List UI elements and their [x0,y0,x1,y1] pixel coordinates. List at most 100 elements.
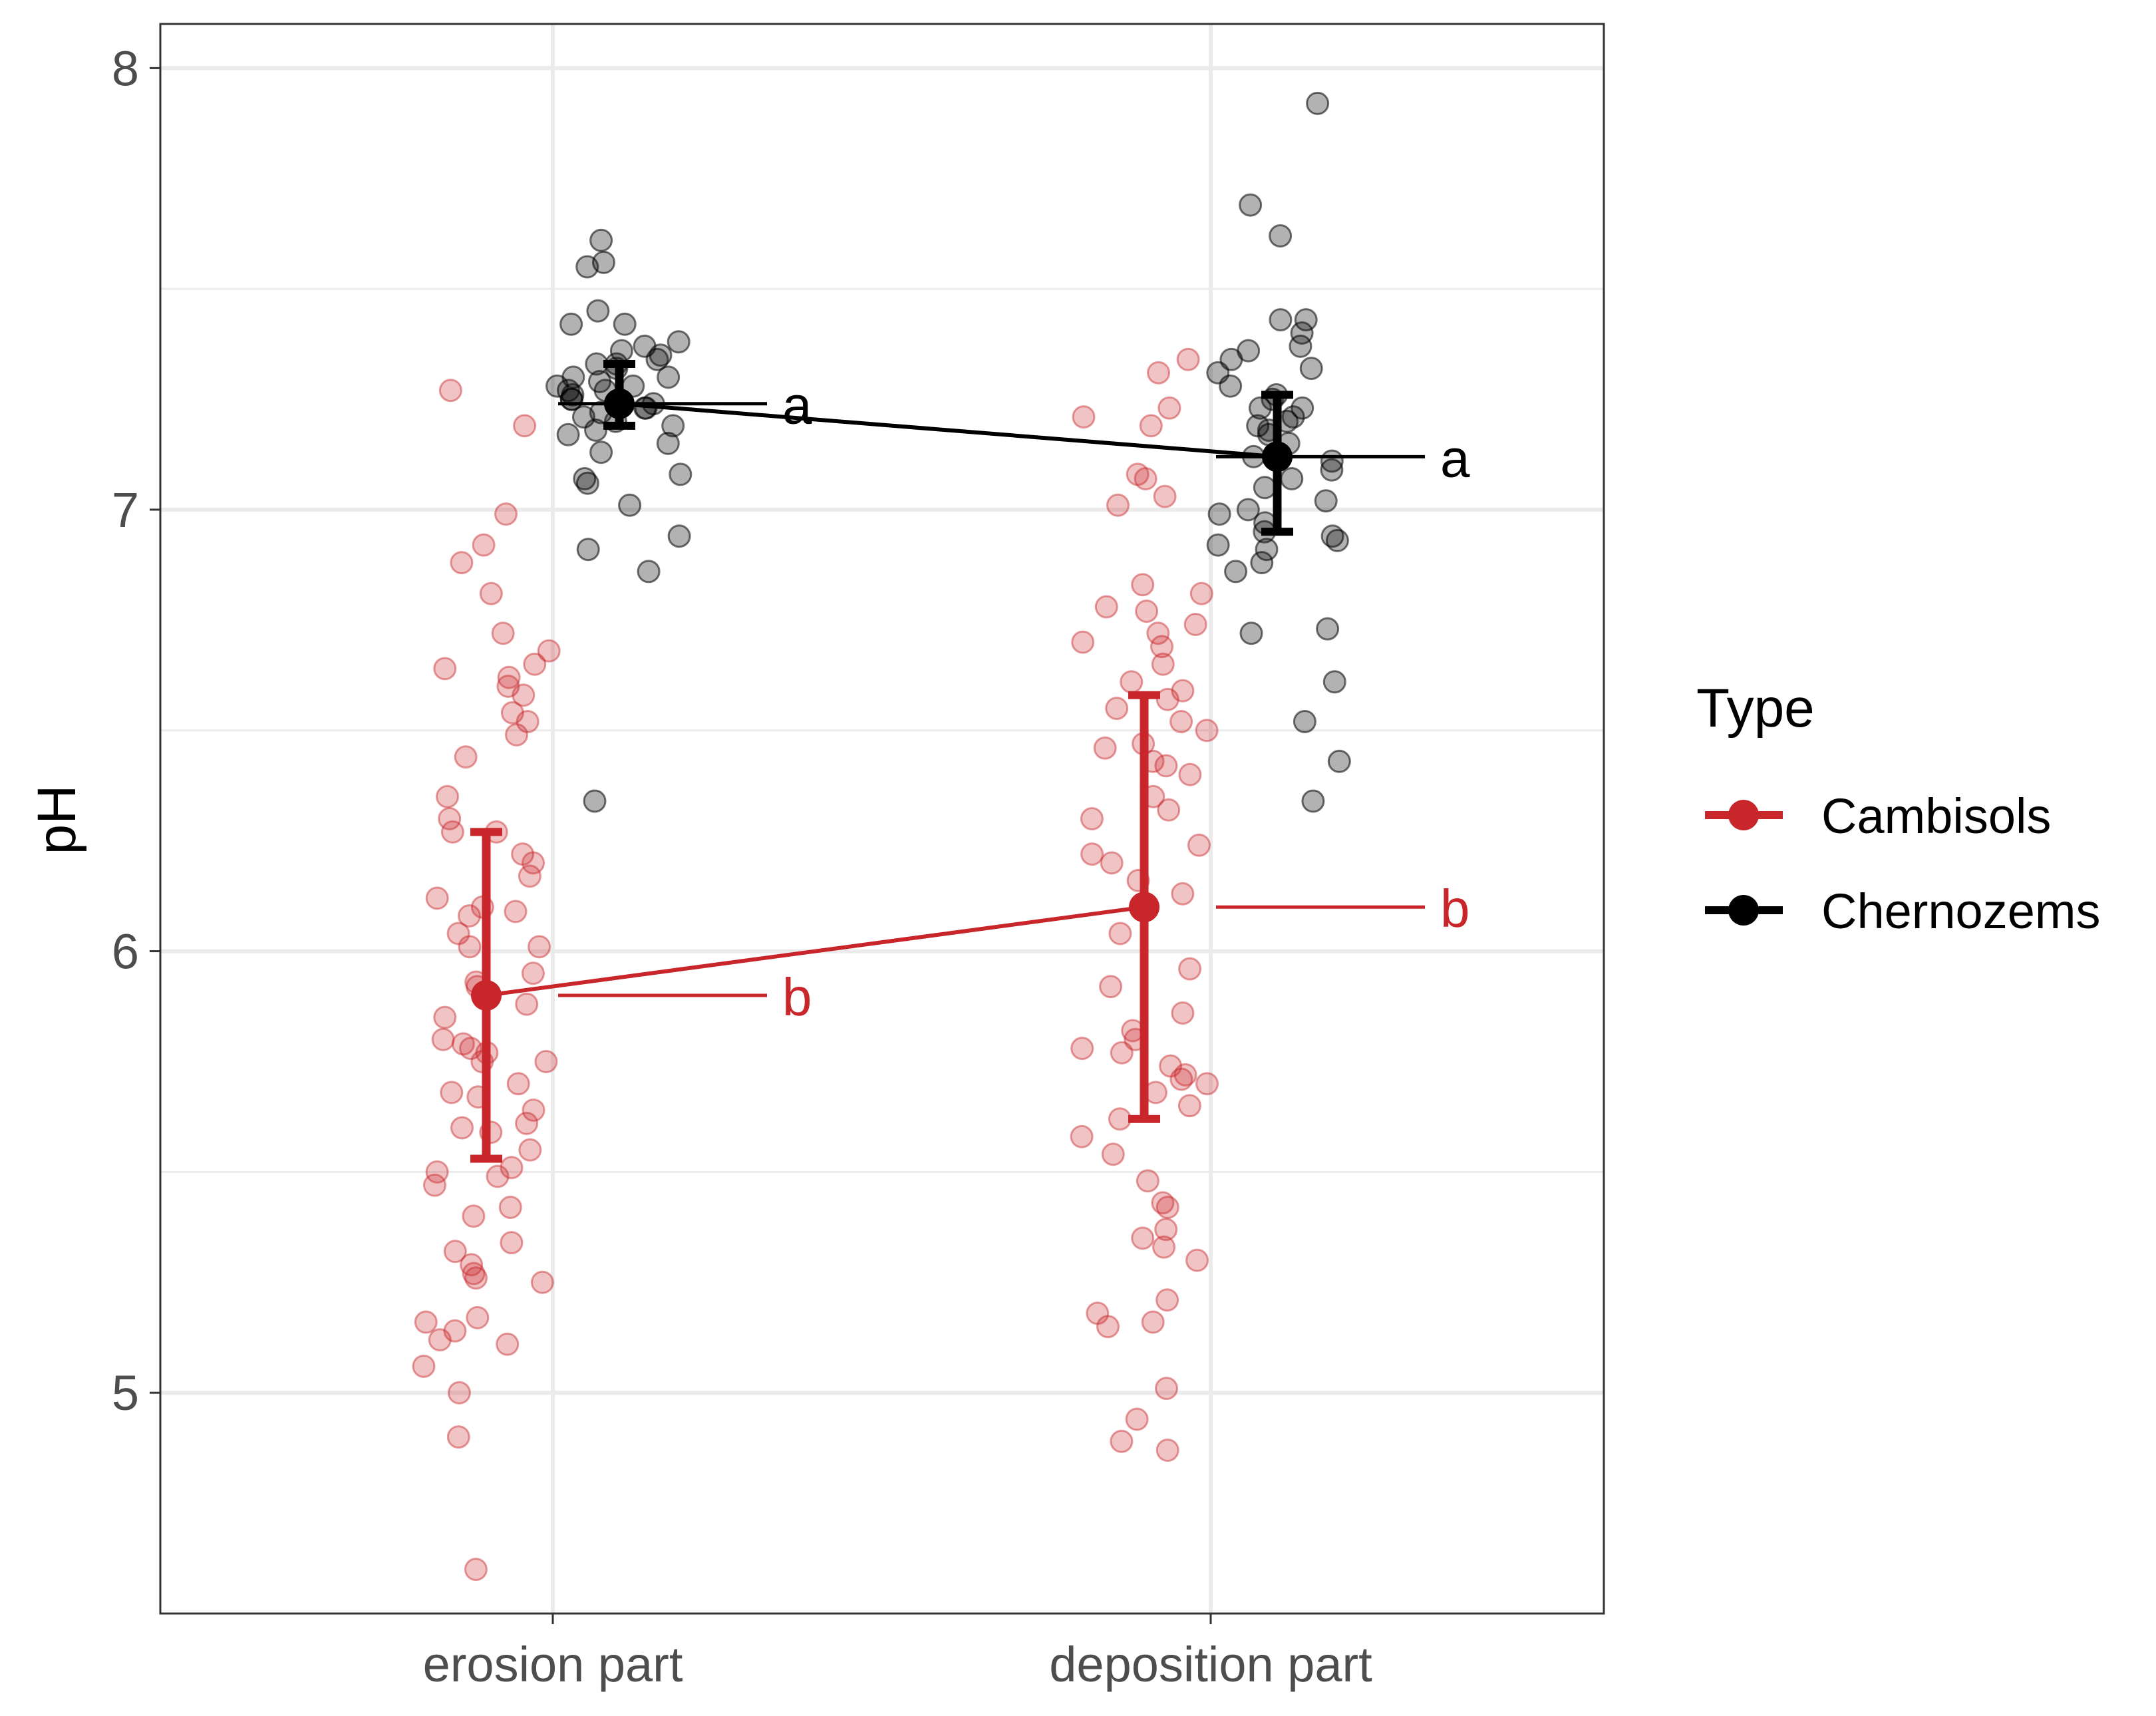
data-point-chernozems [1239,193,1263,217]
data-point-cambisols [459,1037,483,1061]
y-axis-title: pH [27,785,87,855]
data-point-cambisols [412,1354,436,1378]
data-point-chernozems [1206,533,1230,557]
data-point-chernozems [586,299,610,323]
data-point-cambisols [1155,1288,1179,1312]
data-point-chernozems [1306,91,1330,115]
data-point-cambisols [438,379,462,403]
data-point-cambisols [518,864,541,888]
data-point-cambisols [458,904,481,928]
data-point-cambisols [436,784,459,808]
data-point-cambisols [425,886,449,910]
y-tick-label-6: 6 [112,924,139,979]
data-point-cambisols [1105,697,1129,721]
data-point-cambisols [1153,484,1177,508]
data-point-cambisols [534,1050,558,1073]
data-point-chernozems [1255,538,1279,562]
data-point-chernozems [1248,396,1272,420]
data-point-cambisols [486,1164,510,1188]
data-point-chernozems [1236,498,1260,522]
y-tick-label-7: 7 [112,482,139,538]
data-point-cambisols [496,1332,520,1356]
data-point-chernozems [657,365,681,389]
data-point-cambisols [1187,833,1211,857]
data-point-cambisols [1157,798,1181,822]
data-point-cambisols [528,935,551,959]
data-point-cambisols [1171,679,1195,703]
data-point-cambisols [1159,1054,1183,1078]
data-point-cambisols [1183,613,1207,636]
data-point-cambisols [443,1319,467,1343]
data-point-cambisols [1147,361,1170,385]
data-point-cambisols [1157,396,1181,420]
data-point-cambisols [1173,1063,1197,1087]
data-point-cambisols [523,652,547,676]
data-point-cambisols [1151,1191,1175,1215]
data-point-cambisols [1101,1142,1125,1166]
data-point-cambisols [1146,621,1170,645]
data-point-cambisols [515,992,539,1016]
data-point-cambisols [494,502,518,526]
data-point-cambisols [491,621,515,645]
data-point-cambisols [1139,414,1163,438]
data-point-cambisols [1131,573,1155,597]
data-point-cambisols [511,842,535,866]
data-point-cambisols [1094,595,1118,619]
data-point-chernozems [1327,749,1351,773]
data-point-cambisols [1080,842,1104,866]
data-point-cambisols [500,1231,524,1255]
data-point-chernozems [669,462,693,486]
mean-line-chernozems [619,401,1278,459]
data-point-cambisols [1155,1196,1179,1219]
grid [160,24,1604,1615]
data-point-chernozems [1294,308,1318,332]
data-point-cambisols [1155,687,1179,711]
data-point-cambisols [425,1160,449,1184]
data-point-cambisols [1125,1407,1149,1431]
data-point-cambisols [443,1240,467,1264]
data-point-cambisols [497,665,521,689]
data-point-chernozems [1239,621,1263,645]
data-point-cambisols [1070,1037,1094,1061]
data-point-chernozems [575,471,599,495]
data-point-cambisols [522,851,545,875]
legend-label-chernozems: Chernozems [1821,884,2101,939]
data-point-chernozems [1291,396,1314,420]
legend-title: Type [1696,678,1815,739]
data-point-cambisols [1151,652,1175,676]
data-point-chernozems [1299,357,1323,381]
data-point-cambisols [1141,1310,1165,1334]
data-point-cambisols [1131,1226,1155,1250]
data-point-cambisols [522,1099,545,1122]
data-point-cambisols [1110,1429,1134,1453]
data-point-chernozems [1269,308,1293,332]
data-point-chernozems [556,423,580,446]
data-point-chernozems [1320,458,1344,482]
data-point-chernozems [1325,528,1349,552]
data-point-cambisols [414,1310,438,1334]
data-point-chernozems [618,493,642,517]
significance-letter-chernozems: a [782,376,812,435]
data-point-cambisols [1080,807,1104,830]
data-point-cambisols [1093,736,1117,760]
axes: 5 6 7 8 erosion part deposition part [112,41,1372,1692]
data-point-chernozems [1269,224,1293,248]
legend-key-point-chernozems [1728,895,1759,926]
data-point-cambisols [1086,1301,1110,1325]
data-point-chernozems [656,431,680,455]
data-point-cambisols [1185,1248,1209,1272]
data-point-cambisols [1155,1377,1178,1401]
data-point-chernozems [1250,551,1274,575]
data-point-cambisols [433,1005,457,1029]
data-point-cambisols [1178,763,1202,786]
data-point-chernozems [1253,476,1277,500]
data-point-cambisols [1070,1124,1094,1148]
data-point-cambisols [428,1328,452,1352]
data-point-cambisols [1136,1169,1159,1193]
data-point-cambisols [513,414,537,438]
data-point-chernozems [1314,489,1338,513]
data-point-cambisols [504,900,528,924]
y-tick-label-8: 8 [112,41,139,96]
data-point-cambisols [530,1270,554,1294]
data-point-cambisols [505,723,528,747]
